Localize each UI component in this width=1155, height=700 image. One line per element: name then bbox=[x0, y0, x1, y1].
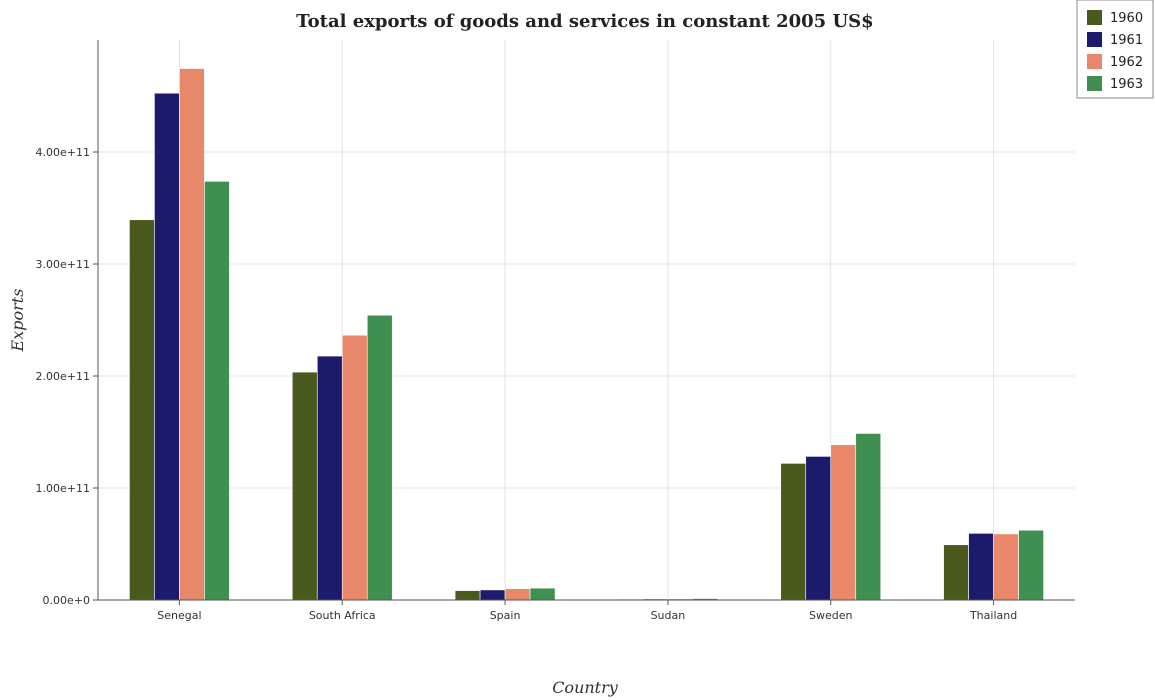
x-tick-label: Sudan bbox=[651, 609, 686, 622]
bar-senegal-1963 bbox=[204, 181, 230, 601]
bar-senegal-1960 bbox=[129, 219, 155, 601]
bars bbox=[129, 68, 1044, 601]
bar-spain-1962 bbox=[504, 588, 531, 601]
bar-thailand-1963 bbox=[1018, 529, 1044, 601]
y-tick-label: 1.00e+11 bbox=[36, 482, 90, 495]
legend-swatch-1960 bbox=[1087, 10, 1102, 25]
legend-label-1961: 1961 bbox=[1110, 33, 1143, 48]
legend-swatch-1963 bbox=[1087, 76, 1102, 91]
bar-sweden-1960 bbox=[780, 463, 807, 601]
y-tick-label: 3.00e+11 bbox=[36, 258, 90, 271]
bar-senegal-1962 bbox=[179, 68, 205, 601]
y-tick-label: 4.00e+11 bbox=[36, 146, 90, 159]
y-axis-title: Exports bbox=[8, 289, 27, 353]
bar-south-africa-1960 bbox=[291, 371, 318, 601]
y-tick-label: 2.00e+11 bbox=[36, 370, 90, 383]
x-tick-label: Senegal bbox=[157, 609, 201, 622]
bar-spain-1961 bbox=[479, 589, 506, 601]
chart-title: Total exports of goods and services in c… bbox=[296, 11, 873, 32]
bar-sweden-1961 bbox=[805, 456, 832, 601]
bar-thailand-1961 bbox=[968, 533, 994, 601]
x-tick-label: Thailand bbox=[969, 609, 1017, 622]
y-tick-label: 0.00e+0 bbox=[43, 594, 90, 607]
bar-south-africa-1961 bbox=[316, 355, 343, 601]
bar-spain-1960 bbox=[454, 590, 481, 601]
bar-sweden-1962 bbox=[830, 444, 857, 601]
x-tick-label: South Africa bbox=[309, 609, 376, 622]
grid-lines bbox=[98, 40, 1075, 601]
legend-swatch-1962 bbox=[1087, 54, 1102, 69]
x-tick-label: Spain bbox=[490, 609, 521, 622]
legend: 1960 1961 1962 1963 bbox=[1076, 0, 1154, 99]
bar-south-africa-1962 bbox=[341, 334, 368, 601]
x-axis-title: Country bbox=[552, 678, 619, 697]
bar-sweden-1963 bbox=[855, 433, 882, 601]
legend-label-1962: 1962 bbox=[1110, 55, 1143, 70]
legend-swatch-1961 bbox=[1087, 32, 1102, 47]
bar-senegal-1961 bbox=[154, 92, 180, 601]
legend-label-1963: 1963 bbox=[1110, 77, 1143, 92]
x-tick-label: Sweden bbox=[809, 609, 852, 622]
bar-spain-1963 bbox=[529, 587, 556, 601]
bar-thailand-1962 bbox=[993, 533, 1019, 601]
bar-south-africa-1963 bbox=[366, 314, 393, 601]
axes: 0.00e+0 1.00e+11 2.00e+11 3.00e+11 4.00e+11 S… bbox=[36, 40, 1075, 622]
bar-thailand-1960 bbox=[943, 544, 969, 601]
legend-label-1960: 1960 bbox=[1110, 11, 1143, 26]
